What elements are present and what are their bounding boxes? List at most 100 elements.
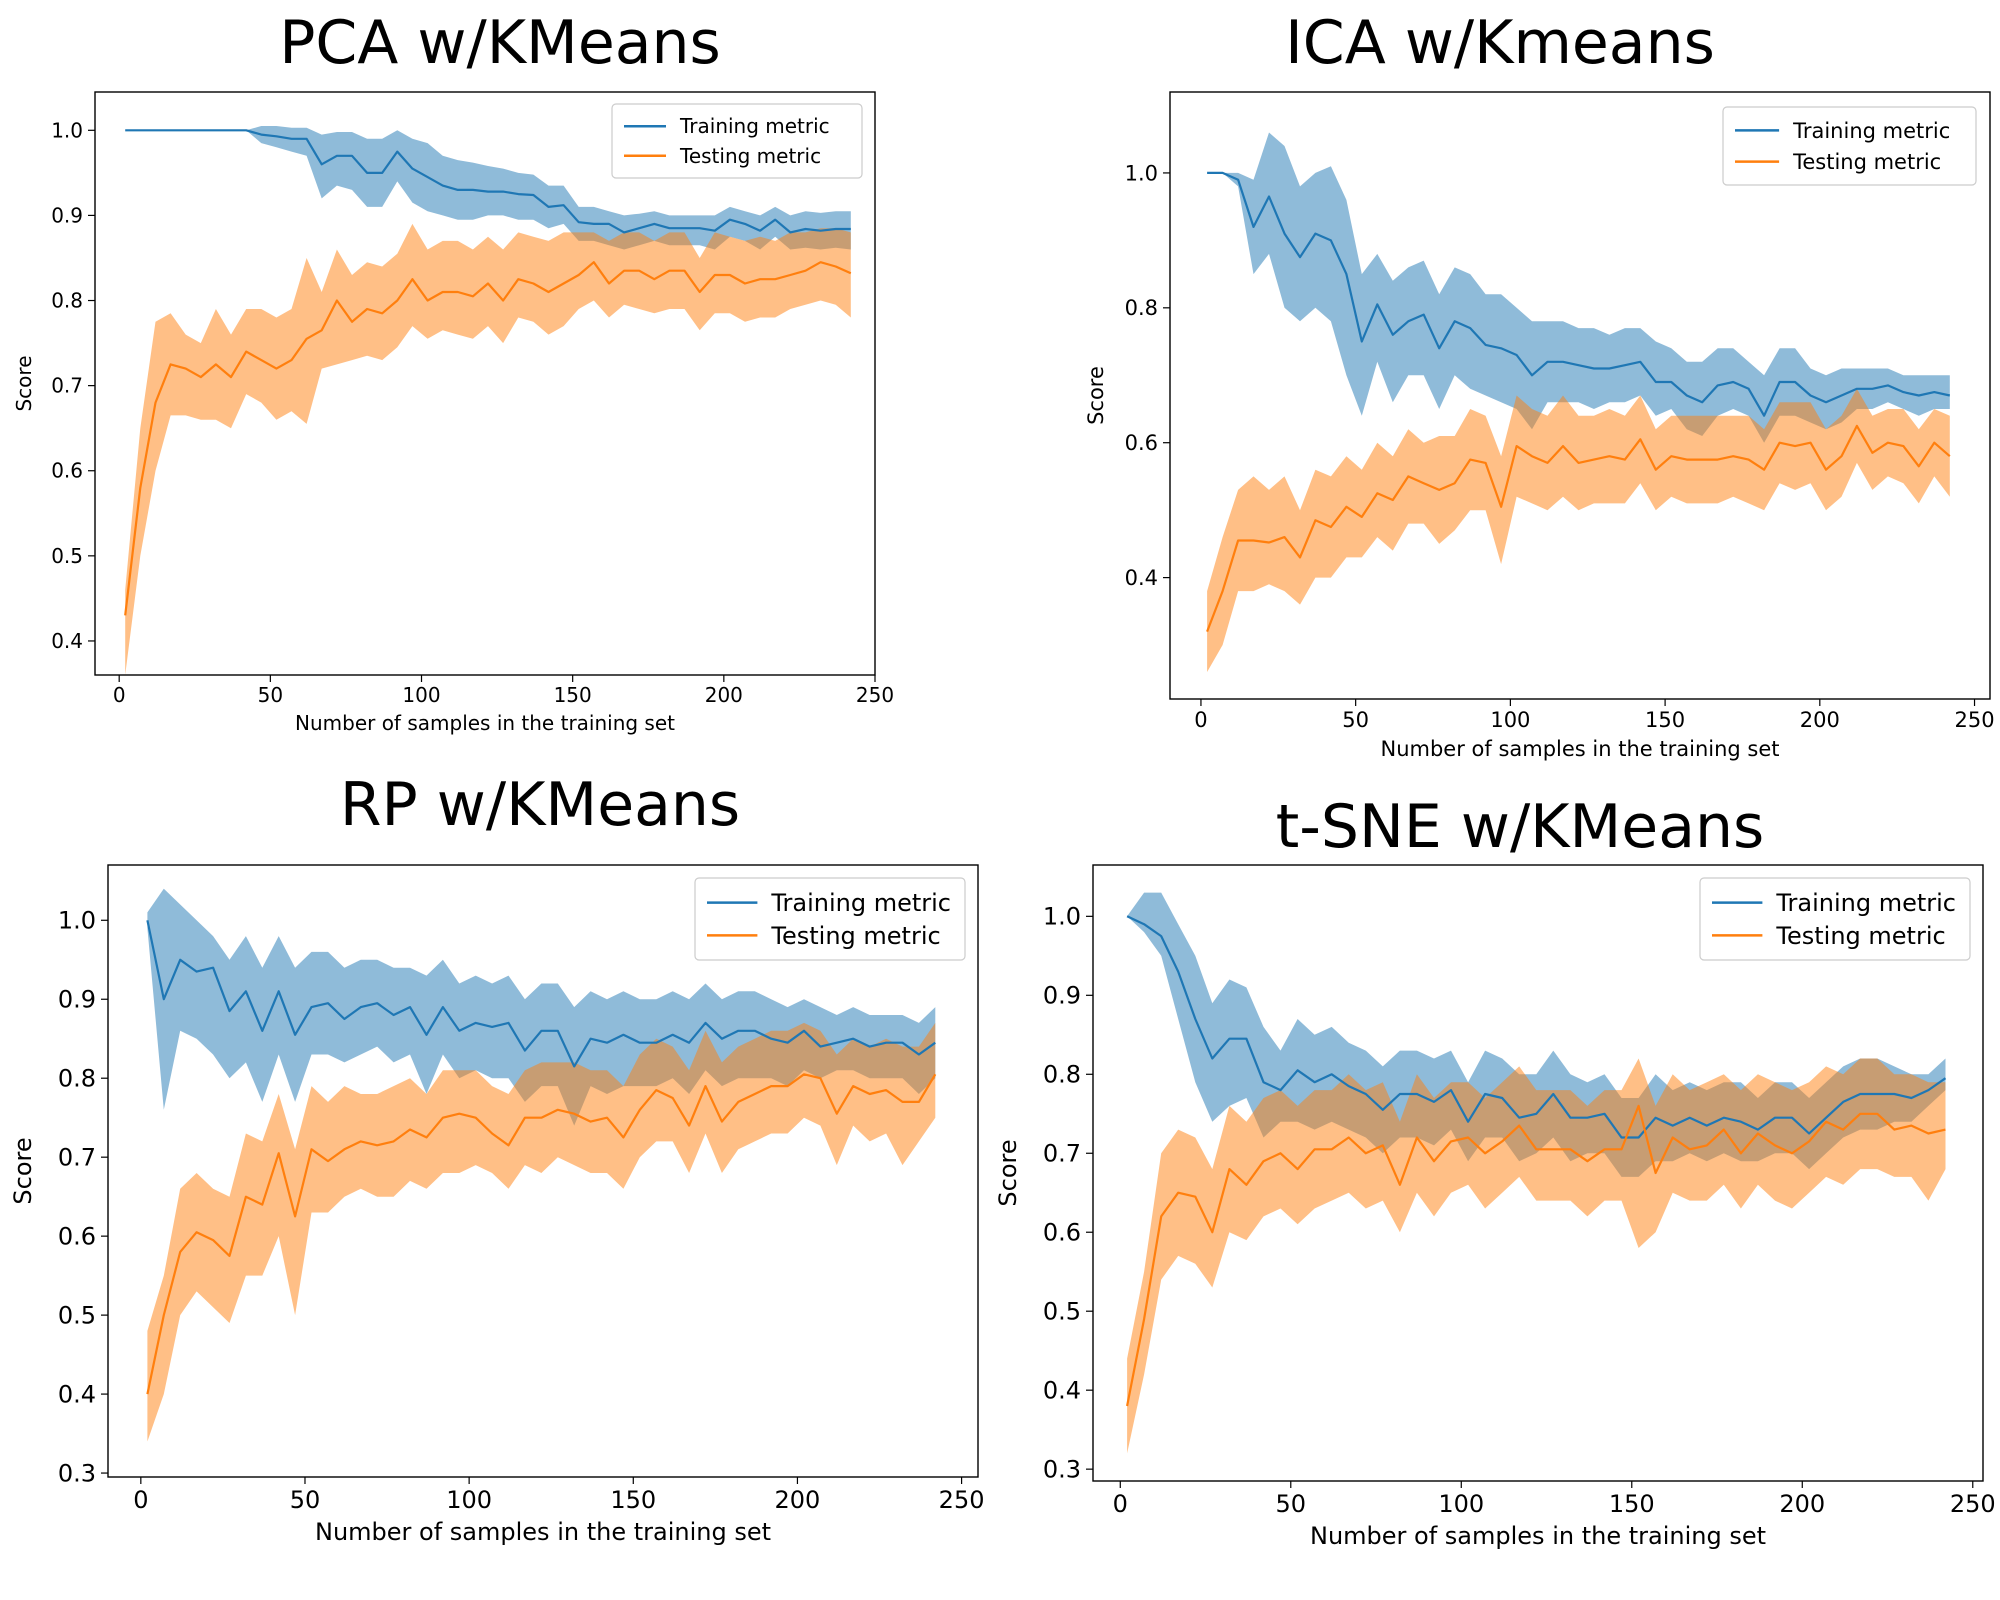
legend-label: Training metric [770, 889, 951, 917]
y-tick-label: 0.3 [58, 1459, 96, 1487]
legend-box [611, 103, 863, 179]
y-tick-label: 0.9 [58, 986, 96, 1014]
y-tick-label: 0.9 [51, 203, 83, 227]
pca-kmeans-panel: PCA w/KMeans 0 50 100 150 200 250 0.4 0.5 0.6 0.7… [0, 0, 1000, 780]
y-tick-label: 0.7 [1043, 1140, 1081, 1168]
x-tick-label: 100 [402, 683, 440, 707]
axes-frame [94, 91, 876, 676]
panel-title: ICA w/Kmeans [1285, 8, 1715, 78]
panel-title: t-SNE w/KMeans [1275, 792, 1765, 862]
series-line [1207, 171, 1951, 417]
y-tick-label: 1.0 [1125, 161, 1158, 185]
x-tick-label: 100 [1490, 708, 1530, 732]
legend-label: Training metric [1792, 119, 1950, 143]
confidence-band [1207, 388, 1950, 672]
y-tick-label: 0.7 [58, 1144, 96, 1172]
x-tick-label: 150 [610, 1486, 656, 1514]
axes-frame [107, 864, 979, 1478]
series-line [146, 920, 936, 1068]
confidence-band [125, 223, 851, 675]
confidence-band [1127, 1058, 1946, 1454]
y-axis-label: Score [994, 1139, 1022, 1206]
rp-kmeans-panel: RP w/KMeans 0 50 100 150 200 250 0.3 0.4 0.5 0.6 0… [0, 770, 1000, 1600]
tsne-kmeans-chart: 0 50 100 150 200 250 0.3 0.4 0.5 0.6 0.7 0.8 0.9 1.0 N… [994, 864, 1996, 1550]
series-line [1126, 915, 1947, 1139]
x-axis-label: Number of samples in the training set [315, 1518, 771, 1546]
y-tick-label: 1.0 [58, 907, 96, 935]
panel-title: RP w/KMeans [339, 770, 741, 840]
x-tick-label: 0 [1113, 1490, 1128, 1518]
x-tick-label: 250 [939, 1486, 985, 1514]
y-tick-label: 0.8 [1125, 296, 1158, 320]
axes-frame [1169, 91, 1991, 700]
y-tick-label: 0.6 [1125, 431, 1158, 455]
y-tick-label: 0.9 [1043, 982, 1081, 1010]
x-tick-label: 250 [856, 683, 894, 707]
y-axis-label: Score [1084, 366, 1108, 425]
x-tick-label: 100 [1438, 1490, 1484, 1518]
legend-label: Training metric [1775, 889, 1956, 917]
legend-label: Testing metric [1775, 922, 1945, 950]
series-line [146, 1073, 937, 1395]
series-line [1126, 1104, 1946, 1407]
x-tick-label: 0 [113, 683, 126, 707]
panel-title: PCA w/KMeans [279, 8, 721, 78]
y-axis-label: Score [9, 1137, 37, 1204]
confidence-band [147, 1022, 936, 1442]
y-tick-label: 1.0 [51, 118, 83, 142]
tsne-kmeans-panel: t-SNE w/KMeans 0 50 100 150 200 250 0.3 0.4 0.5 0… [994, 770, 2000, 1600]
x-tick-label: 100 [446, 1486, 492, 1514]
ica-kmeans-chart: 0 50 100 150 200 250 0.4 0.6 0.8 1.0 Number of sam… [1084, 91, 1995, 761]
x-tick-label: 0 [133, 1486, 148, 1514]
series-line [124, 261, 852, 616]
legend-label: Training metric [679, 114, 830, 138]
y-tick-label: 0.6 [1043, 1219, 1081, 1247]
y-tick-label: 0.8 [58, 1065, 96, 1093]
x-axis-label: Number of samples in the training set [1310, 1522, 1766, 1550]
y-tick-label: 0.6 [58, 1223, 96, 1251]
series-line [1206, 424, 1951, 632]
rp-kmeans-chart: 0 50 100 150 200 250 0.3 0.4 0.5 0.6 0.7 0.8 0.9 1.0 N… [9, 864, 985, 1546]
confidence-band [125, 126, 851, 250]
x-tick-label: 150 [554, 683, 592, 707]
x-tick-label: 50 [290, 1486, 321, 1514]
ica-kmeans-panel: ICA w/Kmeans 0 50 100 150 200 250 0.4 0.6 0.8 1.0… [1000, 0, 2000, 780]
series-line [125, 129, 851, 234]
x-axis-label: Number of samples in the training set [295, 711, 675, 735]
legend-label: Testing metric [770, 922, 940, 950]
legend-label: Testing metric [679, 144, 821, 168]
pca-kmeans-chart: 0 50 100 150 200 250 0.4 0.5 0.6 0.7 0.8 0.9 1.0 Numb… [12, 91, 894, 735]
y-tick-label: 0.6 [51, 459, 83, 483]
y-tick-label: 1.0 [1043, 903, 1081, 931]
x-tick-label: 150 [1645, 708, 1685, 732]
x-tick-label: 200 [1779, 1490, 1825, 1518]
x-tick-label: 200 [775, 1486, 821, 1514]
legend-box [1699, 877, 1971, 961]
y-tick-label: 0.5 [58, 1302, 96, 1330]
x-tick-label: 50 [1276, 1490, 1307, 1518]
axes-frame [1092, 864, 1984, 1482]
y-tick-label: 0.4 [1043, 1377, 1081, 1405]
confidence-band [1207, 132, 1950, 443]
y-tick-label: 0.4 [51, 629, 83, 653]
y-tick-label: 0.4 [58, 1380, 96, 1408]
y-tick-label: 0.3 [1043, 1456, 1081, 1484]
y-tick-label: 0.8 [1043, 1061, 1081, 1089]
y-axis-label: Score [12, 355, 36, 411]
x-tick-label: 250 [1954, 708, 1994, 732]
legend-label: Testing metric [1792, 150, 1941, 174]
x-tick-label: 50 [258, 683, 283, 707]
y-tick-label: 0.5 [51, 544, 83, 568]
y-tick-label: 0.8 [51, 289, 83, 313]
y-tick-label: 0.5 [1043, 1298, 1081, 1326]
x-tick-label: 250 [1950, 1490, 1996, 1518]
y-tick-label: 0.7 [51, 374, 83, 398]
y-tick-label: 0.4 [1125, 566, 1158, 590]
x-axis-label: Number of samples in the training set [1381, 737, 1780, 761]
x-tick-label: 200 [1800, 708, 1840, 732]
legend-box [1722, 106, 1977, 186]
legend-box [694, 877, 966, 961]
x-tick-label: 150 [1609, 1490, 1655, 1518]
x-tick-label: 50 [1342, 708, 1369, 732]
